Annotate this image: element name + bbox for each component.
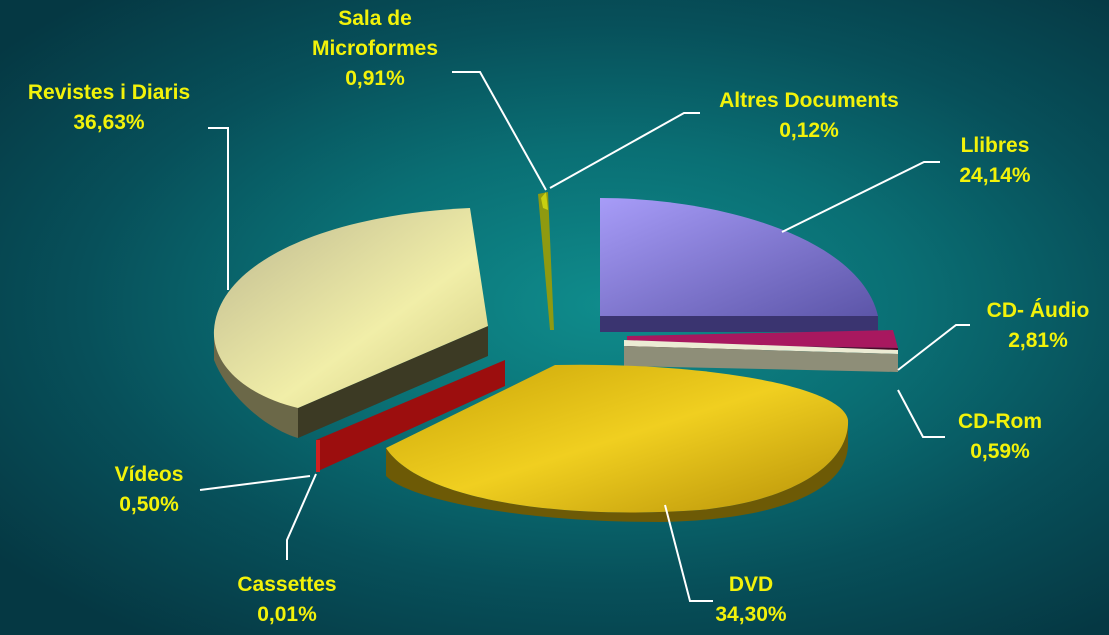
leader-lines bbox=[199, 71, 970, 602]
leader-line-cd-audio bbox=[897, 324, 970, 371]
label-revistes-name: Revistes i Diaris bbox=[27, 81, 191, 104]
label-videos-pct: 0,50% bbox=[119, 493, 179, 516]
label-cd-audio-pct: 2,81% bbox=[1008, 329, 1068, 352]
label-revistes-pct: 36,63% bbox=[73, 111, 145, 134]
leader-line-revistes bbox=[208, 127, 229, 290]
label-cd-rom-name: CD-Rom bbox=[958, 410, 1042, 433]
leader-line-cd-rom bbox=[897, 389, 945, 438]
label-revistes: Revistes i Diaris 36,63% bbox=[4, 78, 214, 138]
label-microformes: Sala de Microformes 0,91% bbox=[290, 4, 460, 94]
label-altres: Altres Documents 0,12% bbox=[689, 86, 929, 146]
label-dvd: DVD 34,30% bbox=[696, 570, 806, 630]
leader-line-altres bbox=[549, 112, 700, 189]
label-videos-name: Vídeos bbox=[114, 463, 184, 486]
label-cd-audio: CD- Áudio 2,81% bbox=[970, 296, 1106, 356]
leader-line-microformes bbox=[452, 71, 547, 191]
label-cd-rom: CD-Rom 0,59% bbox=[940, 407, 1060, 467]
slice-videos bbox=[316, 360, 505, 472]
label-cassettes-pct: 0,01% bbox=[257, 603, 317, 626]
leader-line-cassettes bbox=[286, 473, 317, 560]
label-dvd-pct: 34,30% bbox=[715, 603, 787, 626]
leader-line-videos bbox=[199, 475, 311, 491]
label-altres-pct: 0,12% bbox=[779, 119, 839, 142]
leader-line-dvd bbox=[664, 504, 713, 602]
label-videos: Vídeos 0,50% bbox=[96, 460, 202, 520]
label-microformes-line2: Microformes bbox=[311, 37, 439, 60]
leader-line-llibres bbox=[781, 161, 940, 233]
label-llibres-name: Llibres bbox=[960, 134, 1030, 157]
slice-llibres bbox=[600, 198, 878, 332]
label-cd-rom-pct: 0,59% bbox=[970, 440, 1030, 463]
label-llibres-pct: 24,14% bbox=[959, 164, 1031, 187]
label-cassettes: Cassettes 0,01% bbox=[214, 570, 360, 630]
label-cassettes-name: Cassettes bbox=[237, 573, 337, 596]
slice-revistes bbox=[213, 208, 488, 438]
slice-dvd bbox=[386, 364, 849, 522]
slice-altres bbox=[541, 192, 548, 210]
label-altres-name: Altres Documents bbox=[719, 89, 899, 112]
label-cd-audio-name: CD- Áudio bbox=[986, 299, 1090, 322]
slice-cd-rom bbox=[624, 340, 898, 372]
label-llibres: Llibres 24,14% bbox=[925, 131, 1065, 191]
label-microformes-pct: 0,91% bbox=[345, 67, 405, 90]
label-microformes-line1: Sala de bbox=[338, 7, 412, 30]
label-dvd-name: DVD bbox=[728, 573, 774, 596]
slice-microformes bbox=[538, 192, 554, 330]
